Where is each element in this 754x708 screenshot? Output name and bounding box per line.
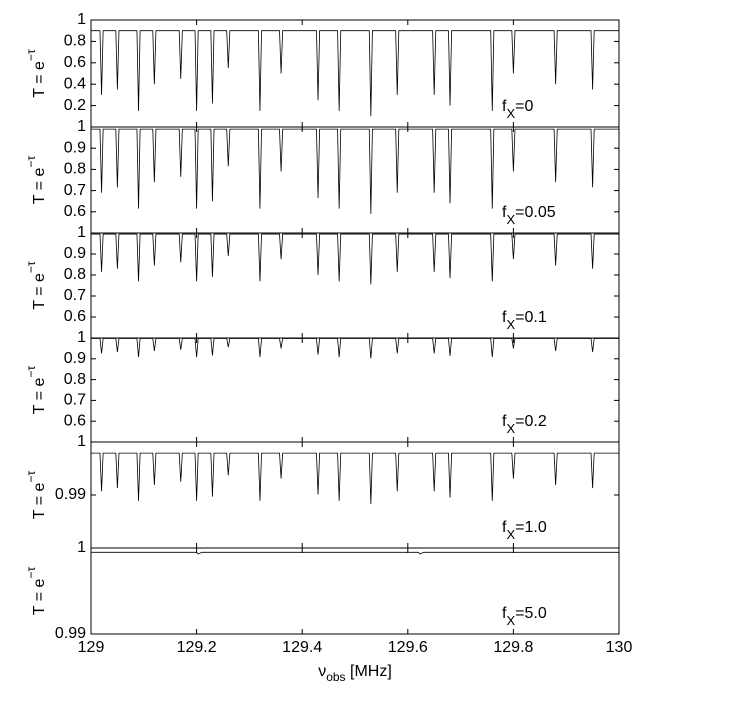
- annotation-symbol: f: [502, 519, 507, 536]
- y-tick-label: 0.6: [64, 54, 86, 71]
- y-tick-label: 0.9: [64, 350, 86, 367]
- y-label-main: T = e: [31, 167, 48, 204]
- y-tick-label: 0.7: [64, 287, 86, 304]
- y-tick-label: 1: [77, 224, 86, 241]
- annotation-symbol: f: [502, 98, 507, 115]
- annotation-symbol: f: [502, 605, 507, 622]
- annotation-symbol: f: [502, 204, 507, 221]
- y-tick-label: 0.6: [64, 203, 86, 220]
- y-tick-label: 1: [77, 11, 86, 28]
- annotation-value: =0.1: [515, 309, 547, 326]
- y-tick-label: 1: [77, 433, 86, 450]
- annotation-value: =1.0: [515, 519, 547, 536]
- y-label-main: T = e: [31, 273, 48, 310]
- y-tick-label: 0.7: [64, 392, 86, 409]
- panel-annotation: fX=0.2: [502, 413, 547, 436]
- x-label-unit: [MHz]: [346, 663, 392, 680]
- y-tick-label: 0.6: [64, 308, 86, 325]
- spectrum-line: [91, 233, 619, 285]
- y-tick-label: 0.9: [64, 139, 86, 156]
- x-label-subscript: obs: [326, 670, 345, 684]
- spectrum-line: [91, 338, 619, 359]
- y-axis-label: T = e−τ: [24, 261, 48, 310]
- y-tick-label: 0.6: [64, 412, 86, 429]
- y-tick-label: 0.99: [55, 486, 86, 503]
- y-label-main: T = e: [31, 61, 48, 98]
- y-label-exponent: −τ: [24, 366, 38, 378]
- annotation-value: =0.05: [515, 204, 556, 221]
- y-tick-label: 1: [77, 329, 86, 346]
- y-axis-label: T = e−τ: [24, 156, 48, 205]
- y-tick-label: 0.8: [64, 266, 86, 283]
- annotation-value: =0.2: [515, 413, 547, 430]
- spectrum-line: [91, 452, 619, 505]
- y-axis-label: T = e−τ: [24, 49, 48, 98]
- x-tick-label: 129.2: [177, 639, 217, 656]
- annotation-subscript: X: [506, 421, 515, 436]
- x-label-symbol: ν: [318, 663, 326, 680]
- panel-annotation: fX=1.0: [502, 519, 547, 542]
- y-axis-label: T = e−τ: [24, 366, 48, 415]
- x-tick-label: 129: [78, 639, 105, 656]
- x-tick-label: 129.8: [493, 639, 533, 656]
- annotation-symbol: f: [502, 309, 507, 326]
- y-label-exponent: −τ: [24, 156, 38, 168]
- y-tick-label: 0.8: [64, 161, 86, 178]
- x-axis-label: νobs [MHz]: [318, 663, 392, 684]
- panel-annotation: fX=0.05: [502, 204, 556, 227]
- y-tick-label: 0.2: [64, 97, 86, 114]
- y-label-main: T = e: [31, 482, 48, 519]
- y-label-exponent: −τ: [24, 49, 38, 61]
- x-tick-label: 130: [606, 639, 633, 656]
- annotation-subscript: X: [506, 613, 515, 628]
- y-tick-label: 1: [77, 118, 86, 135]
- y-tick-label: 0.99: [55, 625, 86, 642]
- y-label-exponent: −τ: [24, 471, 38, 483]
- x-tick-label: 129.6: [388, 639, 428, 656]
- annotation-symbol: f: [502, 413, 507, 430]
- annotation-subscript: X: [506, 317, 515, 332]
- annotation-value: =5.0: [515, 605, 547, 622]
- y-axis-label: T = e−τ: [24, 567, 48, 616]
- y-label-exponent: −τ: [24, 567, 38, 579]
- x-tick-label: 129.4: [282, 639, 322, 656]
- spectrum-line: [91, 551, 619, 555]
- annotation-value: =0: [515, 98, 533, 115]
- annotation-subscript: X: [506, 212, 515, 227]
- spectrum-line: [91, 30, 619, 117]
- y-tick-label: 0.8: [64, 371, 86, 388]
- panel-frame: [90, 19, 620, 128]
- y-tick-label: 0.9: [64, 245, 86, 262]
- y-label-main: T = e: [31, 578, 48, 615]
- y-label-exponent: −τ: [24, 261, 38, 273]
- panel-frame: [90, 547, 620, 635]
- y-label-main: T = e: [31, 377, 48, 414]
- y-tick-label: 0.8: [64, 33, 86, 50]
- annotation-subscript: X: [506, 527, 515, 542]
- y-axis-label: T = e−τ: [24, 471, 48, 520]
- spectrum-line: [91, 128, 619, 214]
- y-tick-label: 0.4: [64, 75, 86, 92]
- panel-annotation: fX=5.0: [502, 605, 547, 628]
- panel-annotation: fX=0: [502, 98, 533, 121]
- y-tick-label: 1: [77, 539, 86, 556]
- panel-annotation: fX=0.1: [502, 309, 547, 332]
- annotation-subscript: X: [506, 106, 515, 121]
- y-tick-label: 0.7: [64, 182, 86, 199]
